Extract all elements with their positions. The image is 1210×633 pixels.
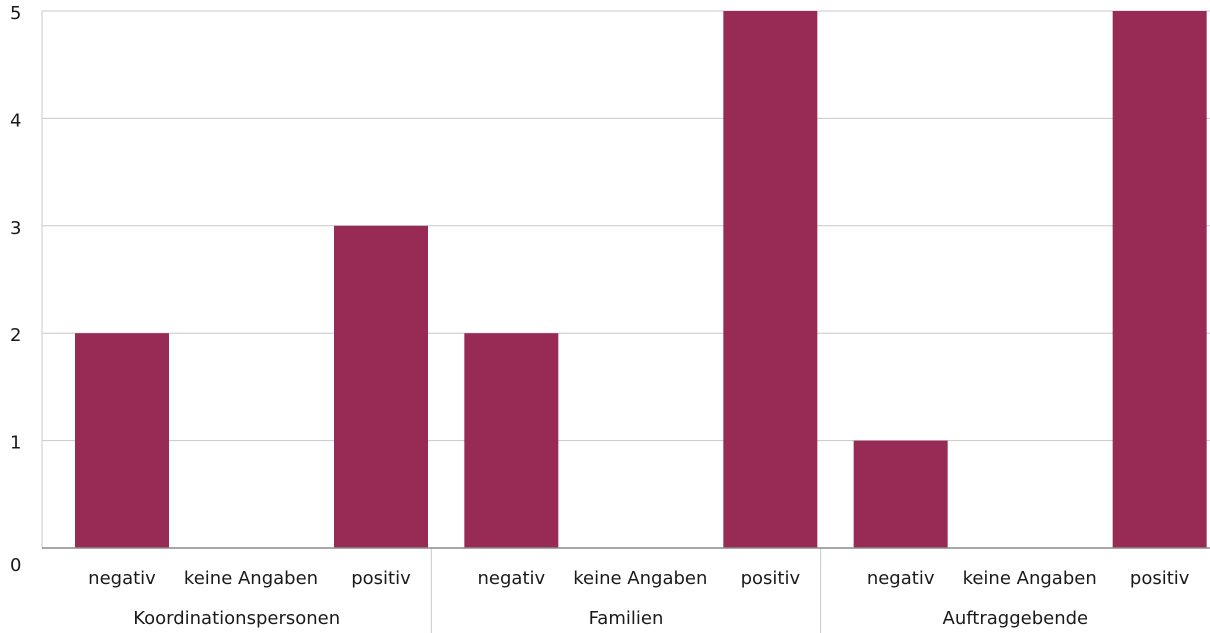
y-tick-label: 3 bbox=[10, 218, 21, 239]
x-category-label: negativ bbox=[88, 568, 156, 589]
bar bbox=[1112, 11, 1207, 548]
labels: 0 1 2 3 4 5 negativ keine Angaben positiv Koordin… bbox=[10, 3, 1190, 629]
gridlines bbox=[42, 10, 1210, 442]
bar bbox=[723, 11, 818, 548]
x-group-label: Koordinationspersonen bbox=[133, 608, 340, 629]
x-category-label: negativ bbox=[867, 568, 935, 589]
y-tick-label: 4 bbox=[10, 110, 21, 131]
x-category-label: positiv bbox=[741, 568, 801, 589]
x-category-label: positiv bbox=[1130, 568, 1190, 589]
x-group-label: Familien bbox=[589, 608, 664, 629]
bar bbox=[853, 440, 948, 548]
bar bbox=[334, 225, 428, 549]
x-category-label: keine Angaben bbox=[963, 568, 1097, 589]
y-tick-label: 2 bbox=[10, 325, 21, 346]
axes bbox=[41, 11, 1210, 633]
x-category-label: keine Angaben bbox=[573, 568, 707, 589]
y-tick-label: 5 bbox=[10, 3, 21, 24]
y-tick-label: 0 bbox=[10, 555, 21, 576]
x-category-label: positiv bbox=[351, 568, 411, 589]
x-group-label: Auftraggebende bbox=[943, 608, 1089, 629]
bar bbox=[464, 333, 559, 548]
y-tick-label: 1 bbox=[10, 433, 21, 454]
x-category-label: negativ bbox=[478, 568, 546, 589]
bars bbox=[75, 11, 1207, 549]
bar bbox=[75, 333, 169, 548]
x-category-label: keine Angaben bbox=[184, 568, 318, 589]
